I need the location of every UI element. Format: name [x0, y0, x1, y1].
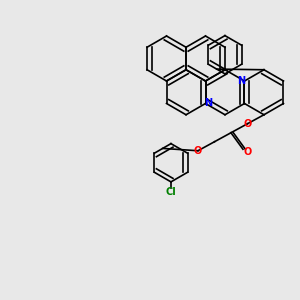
Text: O: O	[194, 146, 202, 156]
Text: Cl: Cl	[166, 188, 176, 197]
Text: N: N	[237, 76, 245, 86]
Text: N: N	[204, 98, 213, 109]
Text: O: O	[243, 119, 252, 129]
Text: O: O	[243, 147, 252, 157]
